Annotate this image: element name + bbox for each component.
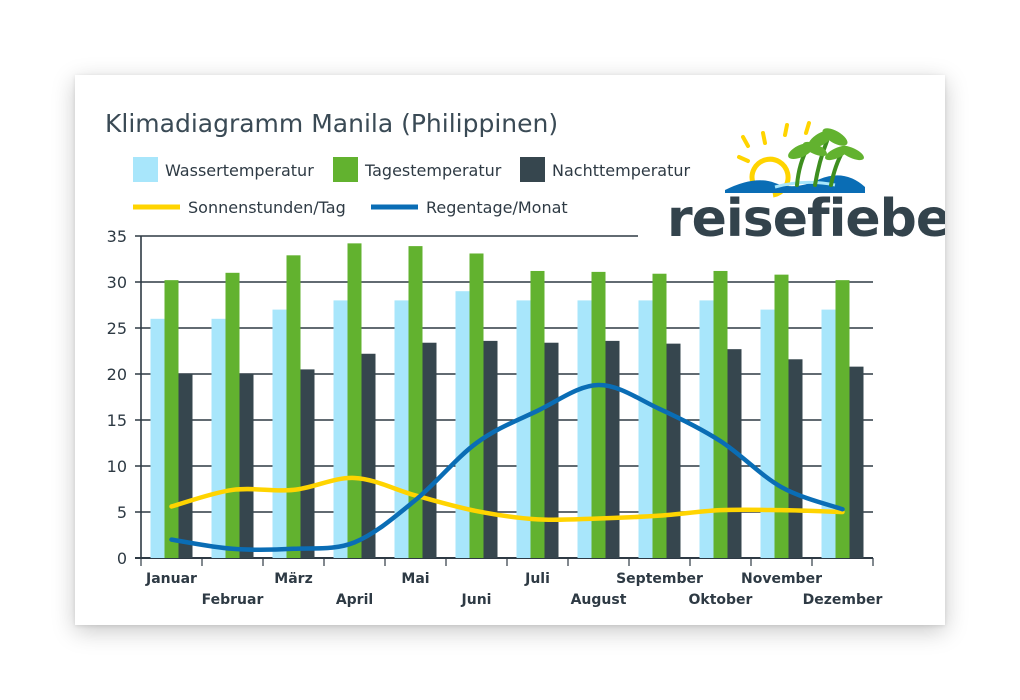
bar-nachttemperatur-juni — [483, 340, 498, 558]
chart-title: Klimadiagramm Manila (Philippinen) — [105, 109, 558, 138]
bar-wassertemperatur-oktober — [699, 300, 714, 558]
legend-label-regentage: Regentage/Monat — [426, 198, 568, 217]
legend: Wassertemperatur Tagestemperatur Nachtte… — [133, 157, 690, 217]
bar-wassertemperatur-september — [638, 300, 653, 558]
line-series-sonnenstunden-tag — [169, 475, 845, 523]
bar-wassertemperatur-januar — [150, 318, 165, 558]
x-tick-label-juni: Juni — [461, 592, 492, 608]
x-tick-label-februar: Februar — [202, 592, 264, 608]
y-tick-label-25: 25 — [107, 319, 127, 338]
bar-wassertemperatur-mai — [394, 300, 409, 558]
bar-nachttemperatur-januar — [178, 374, 193, 558]
x-tick-label-märz: März — [274, 571, 312, 587]
bar-tagestemperatur-februar — [225, 272, 240, 558]
bar-nachttemperatur-september — [666, 343, 681, 558]
bar-wassertemperatur-märz — [272, 309, 287, 558]
y-tick-label-10: 10 — [107, 457, 127, 476]
legend-label-nachttemperatur: Nachttemperatur — [552, 161, 690, 180]
legend-label-tagestemperatur: Tagestemperatur — [364, 161, 502, 180]
bar-nachttemperatur-november — [788, 359, 803, 558]
y-tick-label-15: 15 — [107, 411, 127, 430]
logo-wordmark: reisefieber — [667, 189, 945, 249]
bar-tagestemperatur-januar — [164, 280, 179, 558]
bar-nachttemperatur-dezember — [849, 366, 864, 558]
x-tick-label-august: August — [571, 592, 627, 608]
bar-tagestemperatur-märz — [286, 255, 301, 558]
sun-and-palm-trees-icon — [725, 121, 865, 198]
bar-nachttemperatur-juli — [544, 342, 559, 558]
chart-card: Klimadiagramm Manila (Philippinen) Wasse… — [75, 75, 945, 625]
bar-wassertemperatur-dezember — [821, 309, 836, 558]
legend-label-sonnenstunden: Sonnenstunden/Tag — [188, 198, 346, 217]
bar-tagestemperatur-november — [774, 274, 789, 558]
bar-nachttemperatur-april — [361, 353, 376, 558]
bar-wassertemperatur-februar — [211, 318, 226, 558]
bar-nachttemperatur-mai — [422, 342, 437, 558]
bar-tagestemperatur-juni — [469, 253, 484, 559]
x-tick-label-juli: Juli — [524, 571, 550, 587]
x-tick-label-januar: Januar — [145, 571, 197, 587]
legend-label-wassertemperatur: Wassertemperatur — [165, 161, 314, 180]
climate-chart: Klimadiagramm Manila (Philippinen) Wasse… — [105, 109, 945, 608]
y-tick-label-35: 35 — [107, 227, 127, 246]
bar-tagestemperatur-mai — [408, 246, 423, 558]
bar-tagestemperatur-april — [347, 243, 362, 559]
legend-swatch-wassertemperatur — [133, 157, 158, 182]
reisefieber-logo: reisefieber — [667, 121, 945, 249]
bar-wassertemperatur-november — [760, 309, 775, 558]
bar-wassertemperatur-august — [577, 300, 592, 558]
bar-tagestemperatur-oktober — [713, 270, 728, 558]
y-tick-label-20: 20 — [107, 365, 127, 384]
bar-wassertemperatur-april — [333, 300, 348, 558]
legend-swatch-tagestemperatur — [333, 157, 358, 182]
bar-nachttemperatur-august — [605, 340, 620, 558]
bar-tagestemperatur-juli — [530, 270, 545, 558]
bar-tagestemperatur-september — [652, 273, 667, 558]
legend-swatch-nachttemperatur — [520, 157, 545, 182]
y-tick-label-0: 0 — [117, 549, 127, 568]
x-tick-label-november: November — [741, 571, 822, 587]
x-tick-label-dezember: Dezember — [803, 592, 883, 608]
x-tick-label-april: April — [336, 592, 373, 608]
line-series-regentage-monat — [169, 382, 845, 553]
x-tick-label-mai: Mai — [401, 571, 429, 587]
bar-nachttemperatur-februar — [239, 374, 254, 558]
y-tick-label-30: 30 — [107, 273, 127, 292]
bar-tagestemperatur-dezember — [835, 280, 850, 558]
bar-wassertemperatur-juli — [516, 300, 531, 558]
bar-wassertemperatur-juni — [455, 291, 470, 558]
y-tick-label-5: 5 — [117, 503, 127, 522]
bar-nachttemperatur-märz — [300, 369, 315, 558]
plot-area: 0 5 10 15 20 25 30 35 Januar Februar März April Mai J… — [107, 227, 883, 608]
x-tick-label-oktober: Oktober — [689, 592, 753, 608]
x-tick-label-september: September — [616, 571, 703, 587]
bar-tagestemperatur-august — [591, 271, 606, 558]
